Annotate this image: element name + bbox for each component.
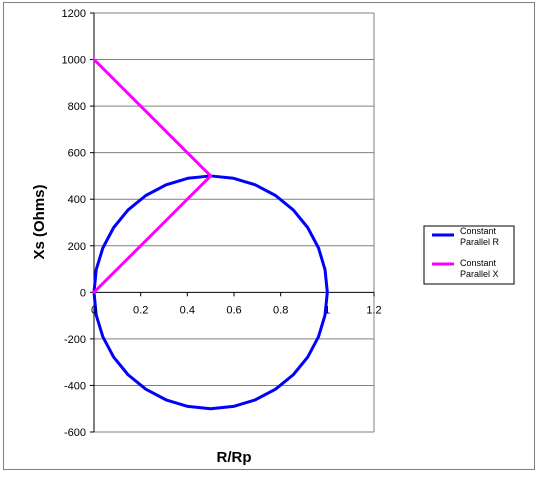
y-tick-labels: -600 -400 -200 0 200 400 600 800 1000 1200	[62, 8, 86, 439]
y-tick-label-1: -400	[64, 380, 86, 392]
y-axis-title: Xs (Ohms)	[31, 184, 48, 259]
x-tick-label-1: 0.2	[133, 304, 148, 316]
x-tick-label-3: 0.6	[226, 304, 241, 316]
x-tick-label-2: 0.4	[180, 304, 195, 316]
grid	[94, 12, 375, 433]
series-group	[92, 58, 329, 411]
y-tick-label-2: -200	[64, 334, 86, 346]
legend-label-1: Constant	[460, 258, 497, 268]
x-tick-label-0: 0	[91, 304, 97, 316]
x-tick-labels: 0 0.2 0.4 0.6 0.8 1 1.2	[91, 304, 382, 316]
y-tick-label-0: -600	[64, 427, 86, 439]
legend-label-1-line2: Parallel X	[460, 269, 499, 279]
x-tick-label-5: 1	[324, 304, 330, 316]
x-tick-label-4: 0.8	[273, 304, 288, 316]
y-tick-label-7: 800	[68, 101, 86, 113]
y-tick-label-5: 400	[68, 194, 86, 206]
y-tick-label-8: 1000	[62, 55, 86, 67]
y-tick-label-9: 1200	[62, 8, 86, 20]
y-tick-label-6: 600	[68, 148, 86, 160]
x-axis-title: R/Rp	[217, 449, 252, 466]
legend-label-0-line2: Parallel R	[460, 237, 500, 247]
series-line-1	[92, 58, 213, 294]
x-tick-label-6: 1.2	[366, 304, 381, 316]
y-tick-label-4: 200	[68, 241, 86, 253]
y-tick-label-3: 0	[80, 287, 86, 299]
legend-label-0: Constant	[460, 226, 497, 236]
axes	[90, 12, 375, 433]
series-line-0	[92, 174, 329, 411]
legend: Constant Parallel R Constant Parallel X	[423, 225, 515, 285]
